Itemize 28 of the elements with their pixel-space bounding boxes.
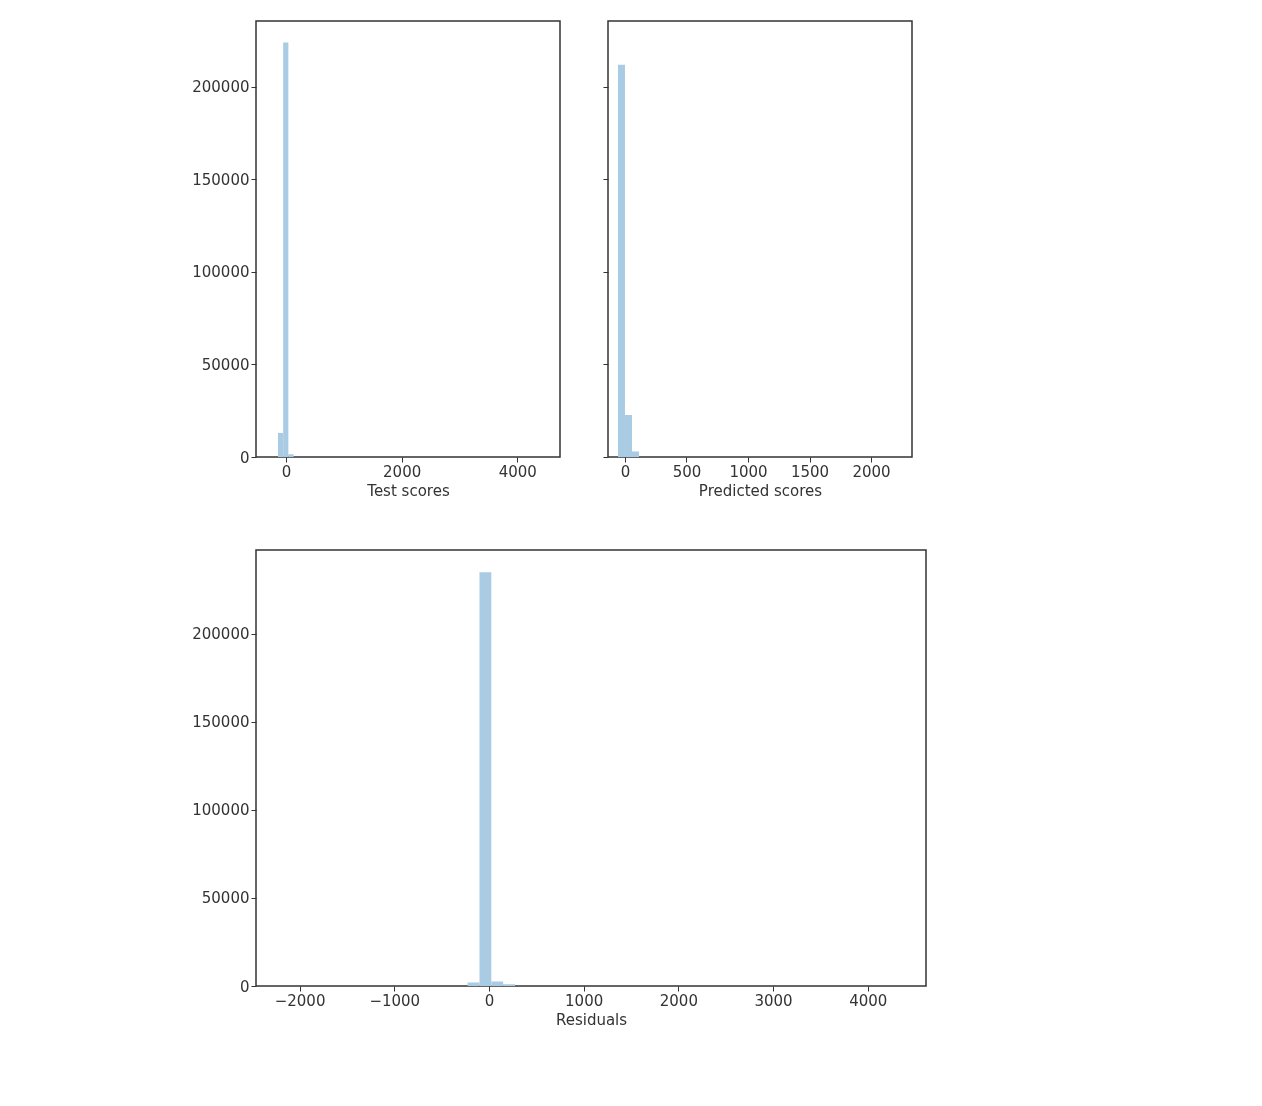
x-tick-label: 0 [620,462,631,481]
x-axis-title: Test scores [366,481,450,500]
y-tick-label: 100000 [192,263,250,282]
x-tick-label: −1000 [369,991,421,1010]
x-tick-label: 0 [484,991,495,1010]
x-tick-label: 1000 [729,462,768,481]
x-tick-label: 3000 [754,991,793,1010]
y-tick-label: 50000 [201,355,250,374]
x-tick-label: 4000 [849,991,888,1010]
x-axis-title: Predicted scores [698,481,823,500]
x-tick-label: 0 [281,462,292,481]
y-tick-label: 200000 [192,625,250,644]
x-tick-label: 1000 [565,991,604,1010]
y-tick-label: 50000 [201,889,250,908]
x-tick-label: 2000 [659,991,698,1010]
x-tick-label: −2000 [274,991,326,1010]
y-tick-label: 0 [239,977,250,996]
x-tick-label: 1500 [790,462,830,481]
x-tick-label: 4000 [498,462,537,481]
x-tick-label: 2000 [852,462,891,481]
y-tick-label: 100000 [192,801,250,820]
y-tick-label: 0 [239,448,250,467]
x-axis-title: Residuals [555,1010,628,1029]
x-tick-label: 2000 [383,462,422,481]
y-tick-label: 200000 [192,78,250,97]
y-tick-label: 150000 [192,170,250,189]
x-tick-label: 500 [672,462,702,481]
y-tick-label: 150000 [192,713,250,732]
